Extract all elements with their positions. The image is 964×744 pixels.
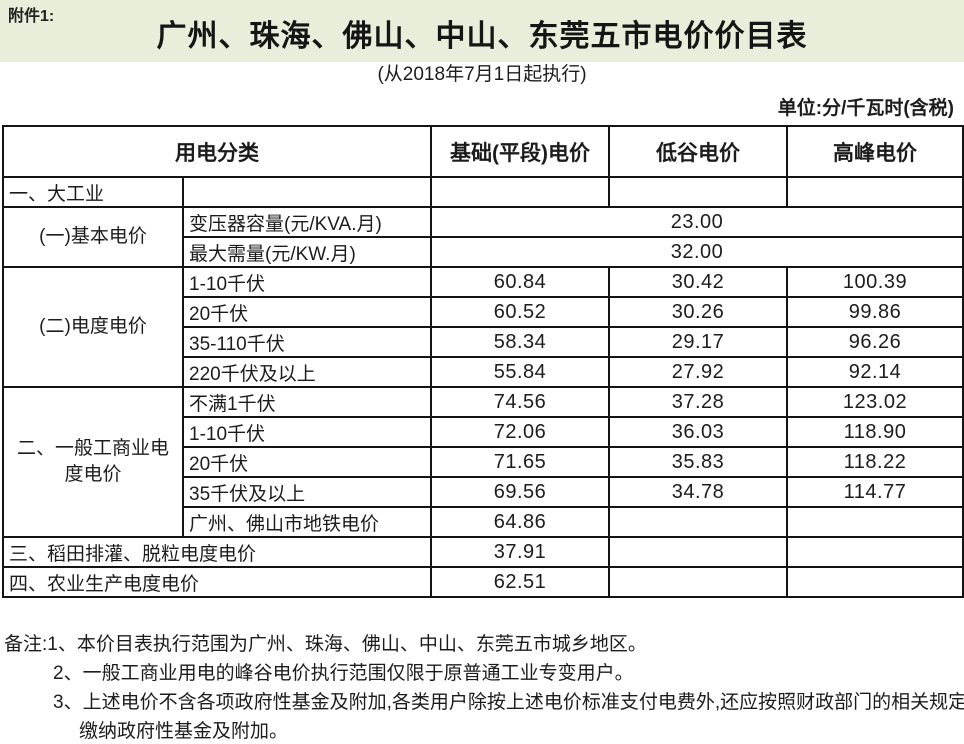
note-line-4: 缴纳政府性基金及附加。 — [79, 721, 289, 742]
table-cell — [608, 506, 788, 538]
table-cell: 20千伏 — [182, 446, 432, 478]
table-cell: 60.52 — [430, 296, 610, 328]
table-cell: 62.51 — [430, 566, 610, 598]
table-cell: (二)电度电价 — [2, 266, 184, 388]
table-cell: 34.78 — [608, 476, 788, 508]
effective-date-subtitle: (从2018年7月1日起执行) — [377, 64, 587, 85]
table-cell — [430, 176, 610, 208]
table-cell: 36.03 — [608, 416, 788, 448]
table-header-cell: 高峰电价 — [786, 125, 964, 178]
table-cell — [786, 506, 964, 538]
table-cell: 1-10千伏 — [182, 416, 432, 448]
table-cell: 35-110千伏 — [182, 326, 432, 358]
table-cell: 29.17 — [608, 326, 788, 358]
table-cell: 69.56 — [430, 476, 610, 508]
table-cell — [786, 176, 964, 208]
table-cell — [608, 536, 788, 568]
table-cell: 100.39 — [786, 266, 964, 298]
table-cell: 71.65 — [430, 446, 610, 478]
table-header-cell: 低谷电价 — [608, 125, 788, 178]
table-cell: 37.28 — [608, 386, 788, 418]
table-cell: 74.56 — [430, 386, 610, 418]
table-cell: 220千伏及以上 — [182, 356, 432, 388]
table-cell: 118.90 — [786, 416, 964, 448]
table-cell: 64.86 — [430, 506, 610, 538]
price-table: 用电分类 基础(平段)电价 低谷电价 高峰电价一、大工业 (一)基本电价 变压器容量(元/… — [2, 125, 964, 598]
table-cell — [608, 566, 788, 598]
table-cell: 99.86 — [786, 296, 964, 328]
table-cell: 118.22 — [786, 446, 964, 478]
unit-note: 单位:分/千瓦时(含税) — [777, 98, 954, 119]
title-band — [0, 0, 964, 62]
table-cell — [786, 536, 964, 568]
table-cell: 35千伏及以上 — [182, 476, 432, 508]
table-header-cell: 用电分类 — [2, 125, 432, 178]
page-title: 广州、珠海、佛山、中山、东莞五市电价价目表 — [156, 20, 808, 53]
table-cell: 114.77 — [786, 476, 964, 508]
table-cell — [182, 176, 432, 208]
table-cell: 广州、佛山市地铁电价 — [182, 506, 432, 538]
attachment-label: 附件1: — [8, 8, 55, 25]
table-cell: 92.14 — [786, 356, 964, 388]
table-cell: 30.26 — [608, 296, 788, 328]
table-cell: (一)基本电价 — [2, 206, 184, 268]
table-cell: 变压器容量(元/KVA.月) — [182, 206, 432, 238]
table-cell: 96.26 — [786, 326, 964, 358]
table-cell: 37.91 — [430, 536, 610, 568]
table-cell: 123.02 — [786, 386, 964, 418]
table-cell: 23.00 — [430, 206, 964, 238]
table-cell: 35.83 — [608, 446, 788, 478]
table-cell: 27.92 — [608, 356, 788, 388]
table-cell: 1-10千伏 — [182, 266, 432, 298]
note-line-1: 备注:1、本价目表执行范围为广州、珠海、佛山、中山、东莞五市城乡地区。 — [4, 634, 647, 655]
table-cell: 55.84 — [430, 356, 610, 388]
table-cell: 20千伏 — [182, 296, 432, 328]
table-cell: 一、大工业 — [2, 176, 184, 208]
table-cell: 二、一般工商业电 度电价 — [2, 386, 184, 538]
table-cell: 60.84 — [430, 266, 610, 298]
notes-section: 备注:1、本价目表执行范围为广州、珠海、佛山、中山、东莞五市城乡地区。 2、一般… — [0, 630, 964, 744]
table-cell — [786, 566, 964, 598]
note-line-3: 3、上述电价不含各项政府性基金及附加,各类用户除按上述电价标准支付电费外,还应按… — [53, 692, 964, 713]
table-cell: 三、稻田排灌、脱粒电度电价 — [2, 536, 432, 568]
table-cell: 72.06 — [430, 416, 610, 448]
table-cell: 最大需量(元/KW.月) — [182, 236, 432, 268]
table-cell: 不满1千伏 — [182, 386, 432, 418]
price-table-body: 用电分类 基础(平段)电价 低谷电价 高峰电价一、大工业 (一)基本电价 变压器容量(元/… — [2, 125, 964, 598]
table-cell: 58.34 — [430, 326, 610, 358]
table-header-cell: 基础(平段)电价 — [430, 125, 610, 178]
table-cell: 四、农业生产电度电价 — [2, 566, 432, 598]
table-cell — [608, 176, 788, 208]
table-cell: 30.42 — [608, 266, 788, 298]
note-line-2: 2、一般工商业用电的峰谷电价执行范围仅限于原普通工业专变用户。 — [53, 663, 634, 684]
table-cell: 32.00 — [430, 236, 964, 268]
